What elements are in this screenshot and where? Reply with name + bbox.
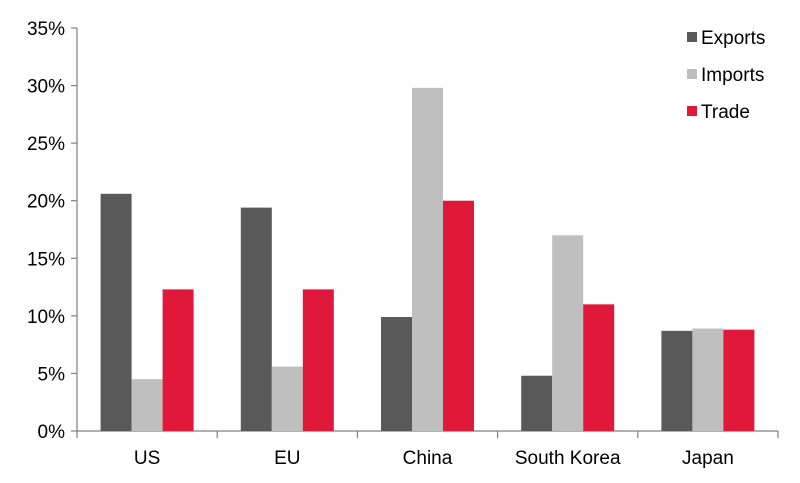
bar-imports-us xyxy=(131,379,163,431)
legend-swatch-exports xyxy=(687,32,697,42)
y-tick-label: 20% xyxy=(27,192,65,213)
y-tick-label: 15% xyxy=(27,249,65,270)
bar-exports-us xyxy=(100,193,132,431)
bar-exports-china xyxy=(381,317,412,431)
y-tick-label: 5% xyxy=(38,364,66,385)
legend: Exports Imports Trade xyxy=(687,28,765,123)
x-category-label: South Korea xyxy=(515,448,621,469)
bar-trade-china xyxy=(443,200,474,431)
y-tick-label: 10% xyxy=(27,307,65,328)
bar-trade-eu xyxy=(302,289,334,431)
bars xyxy=(100,87,755,432)
legend-swatch-imports xyxy=(687,69,697,79)
bar-imports-china xyxy=(412,87,443,432)
y-tick-label: 25% xyxy=(27,134,65,155)
bar-imports-south-korea xyxy=(552,235,584,431)
x-axis: US EU China South Korea Japan xyxy=(76,430,779,469)
legend-label-exports: Exports xyxy=(701,28,765,49)
y-tick-label: 0% xyxy=(38,422,66,443)
legend-label-imports: Imports xyxy=(701,65,764,86)
x-category-label: US xyxy=(134,448,160,469)
bar-exports-japan xyxy=(661,330,693,431)
bar-exports-south-korea xyxy=(521,375,553,431)
y-axis: 0% 5% 10% 15% 20% 25% 30% 35% xyxy=(27,19,78,443)
bar-trade-us xyxy=(162,289,194,431)
legend-swatch-trade xyxy=(687,106,697,116)
bar-trade-japan xyxy=(723,329,755,431)
bar-imports-eu xyxy=(271,366,303,431)
y-tick-label: 35% xyxy=(27,19,65,40)
y-tick-label: 30% xyxy=(27,77,65,98)
bar-trade-south-korea xyxy=(583,304,615,431)
x-category-label: Japan xyxy=(682,448,734,469)
x-category-label: EU xyxy=(274,448,300,469)
x-category-label: China xyxy=(403,448,453,469)
legend-label-trade: Trade xyxy=(701,102,750,123)
bar-exports-eu xyxy=(240,207,272,431)
bar-imports-japan xyxy=(692,328,724,431)
